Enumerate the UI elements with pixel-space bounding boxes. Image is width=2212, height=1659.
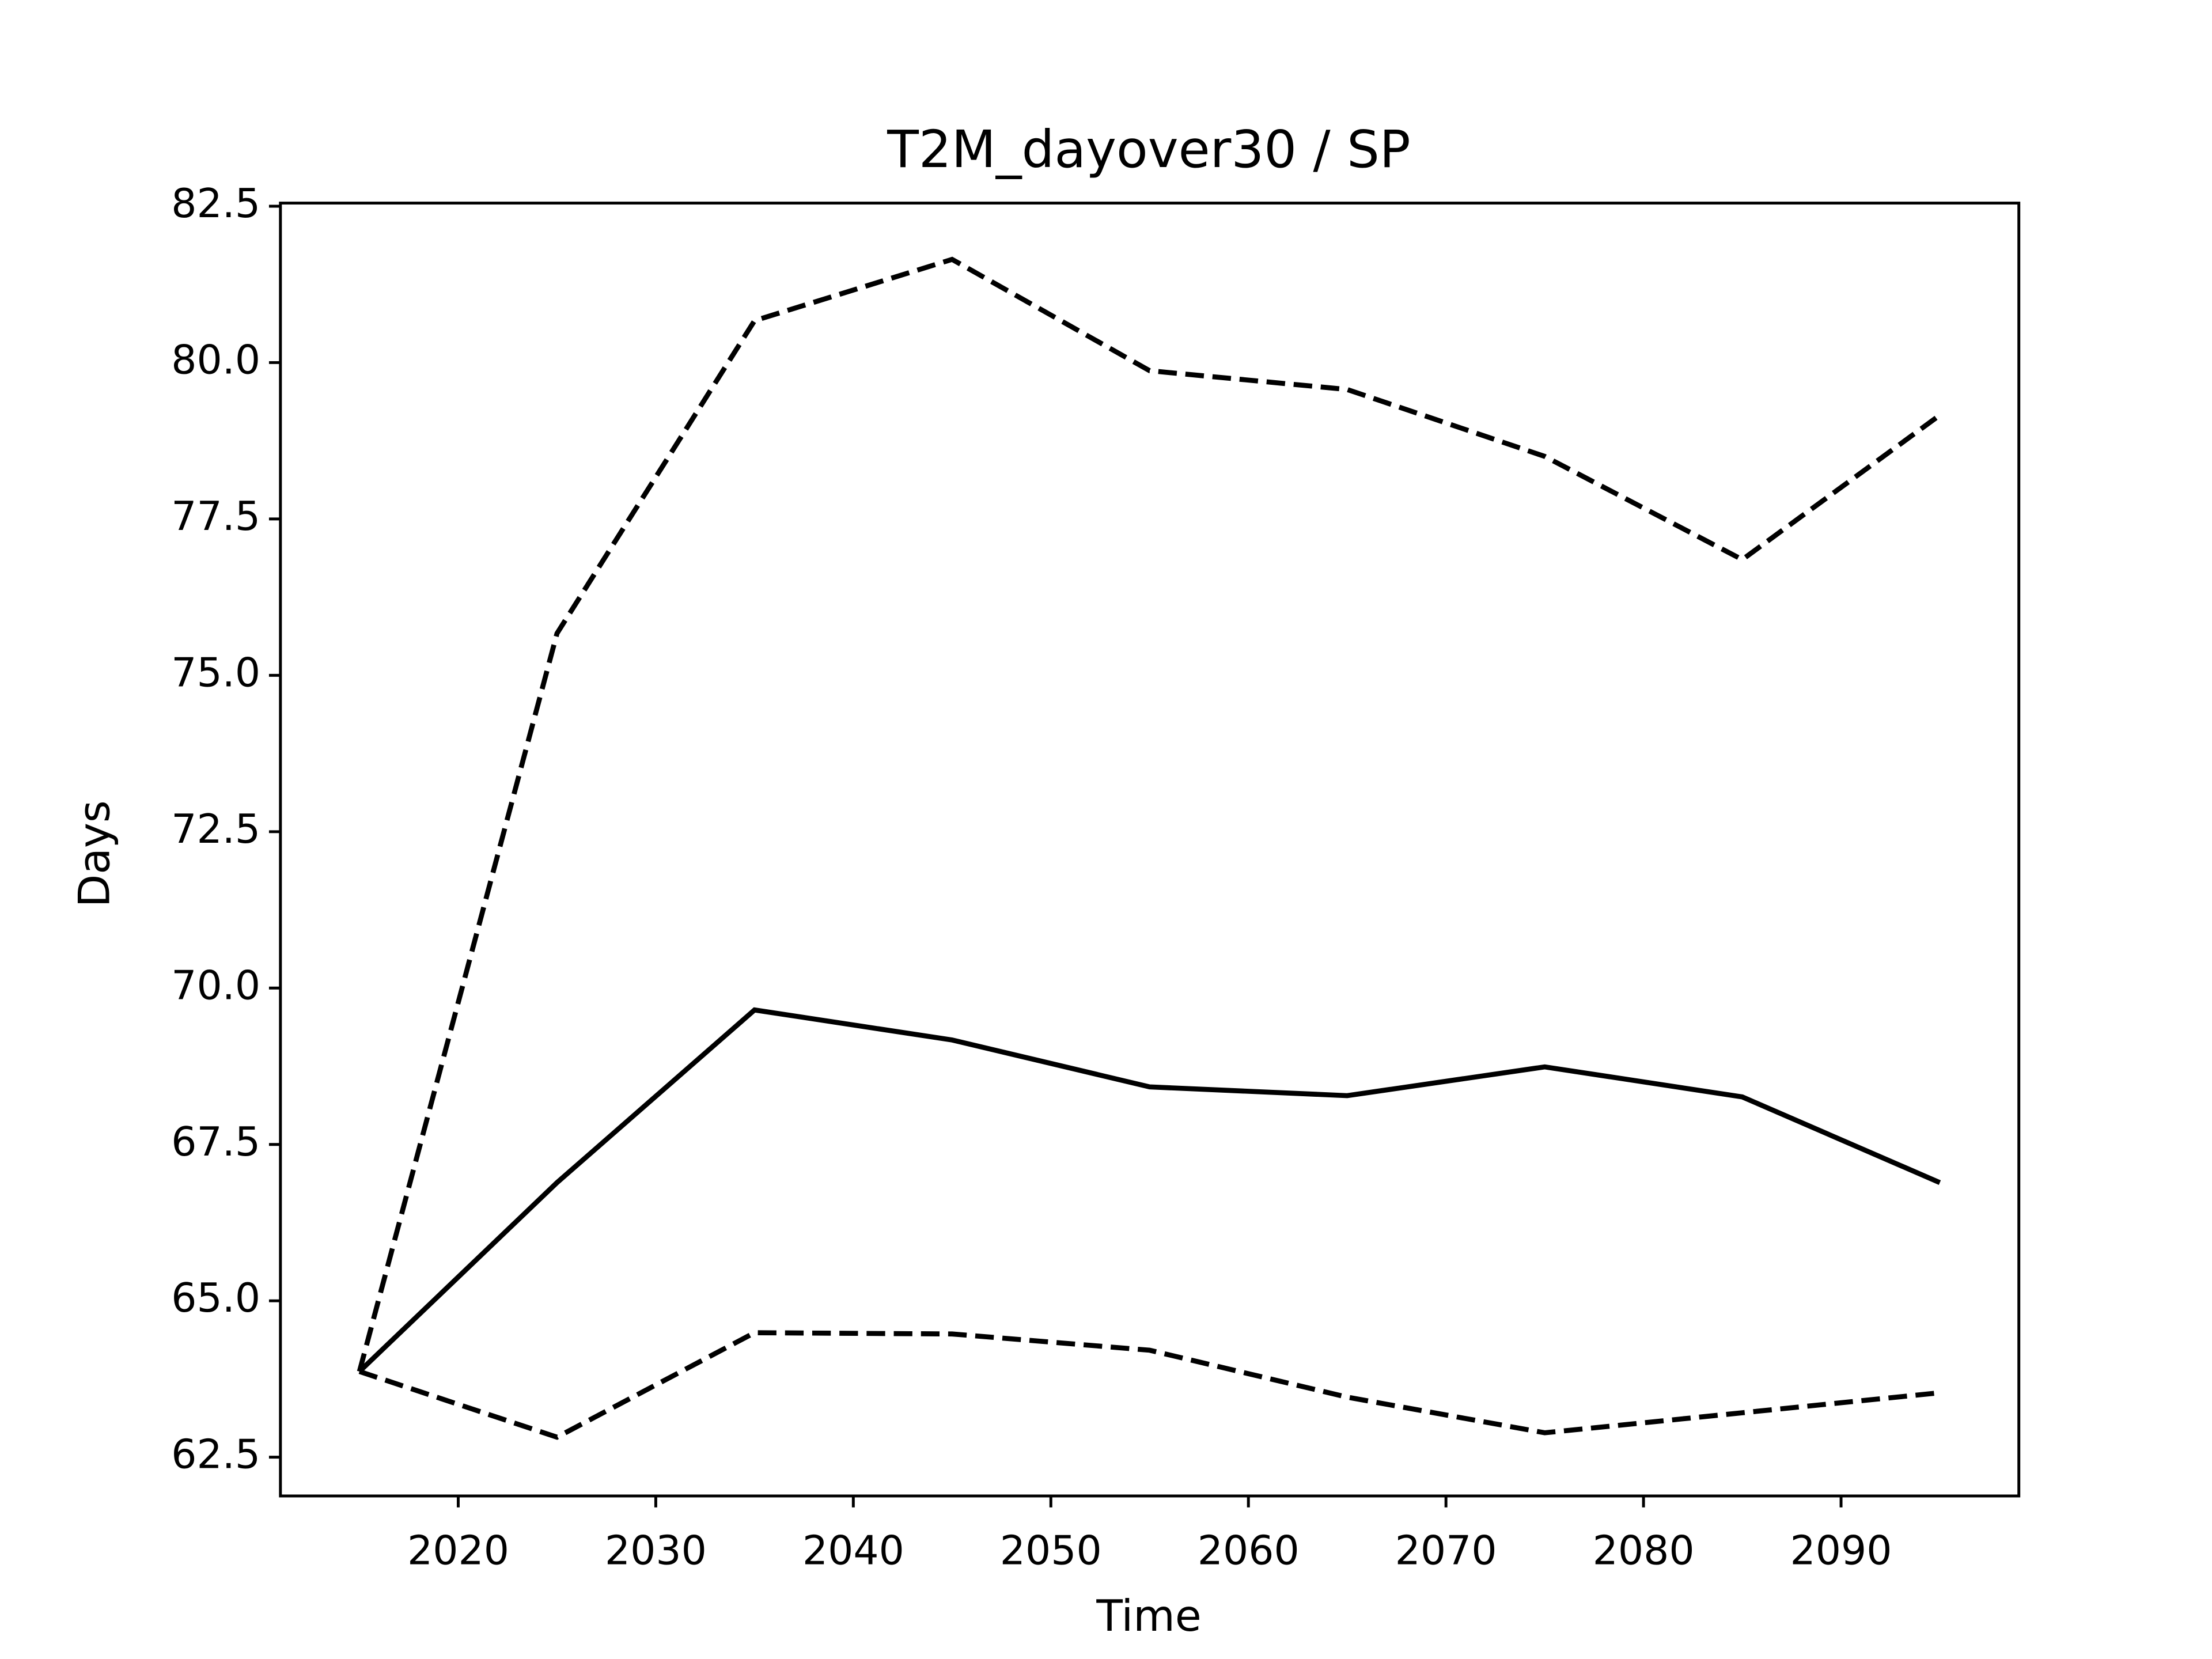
x-tick-label: 2050 xyxy=(1000,1527,1102,1574)
data-line xyxy=(357,256,1942,1373)
x-tick-label: 2020 xyxy=(407,1527,509,1574)
x-tick-label: 2040 xyxy=(802,1527,904,1574)
y-tick-label: 72.5 xyxy=(171,806,260,853)
y-tick-label: 67.5 xyxy=(171,1119,260,1165)
y-axis-label: Days xyxy=(69,800,119,907)
x-tick-label: 2090 xyxy=(1790,1527,1892,1574)
y-tick-label: 80.0 xyxy=(171,336,260,383)
y-tick-label: 75.0 xyxy=(171,649,260,696)
y-tick-label: 70.0 xyxy=(171,962,260,1009)
x-tick-label: 2070 xyxy=(1395,1527,1497,1574)
chart-title: T2M_dayover30 / SP xyxy=(887,120,1410,180)
data-line xyxy=(358,1330,1940,1440)
y-tick-label: 65.0 xyxy=(171,1275,260,1321)
x-tick-label: 2060 xyxy=(1198,1527,1300,1574)
data-line xyxy=(358,1007,1941,1374)
plot-frame xyxy=(279,202,2021,1498)
x-axis-label: Time xyxy=(1096,1591,1201,1641)
x-tick-label: 2030 xyxy=(605,1527,707,1574)
y-tick-label: 82.5 xyxy=(171,180,260,227)
x-tick-label: 2080 xyxy=(1593,1527,1695,1574)
y-tick-label: 62.5 xyxy=(171,1431,260,1478)
y-tick-label: 77.5 xyxy=(171,493,260,540)
